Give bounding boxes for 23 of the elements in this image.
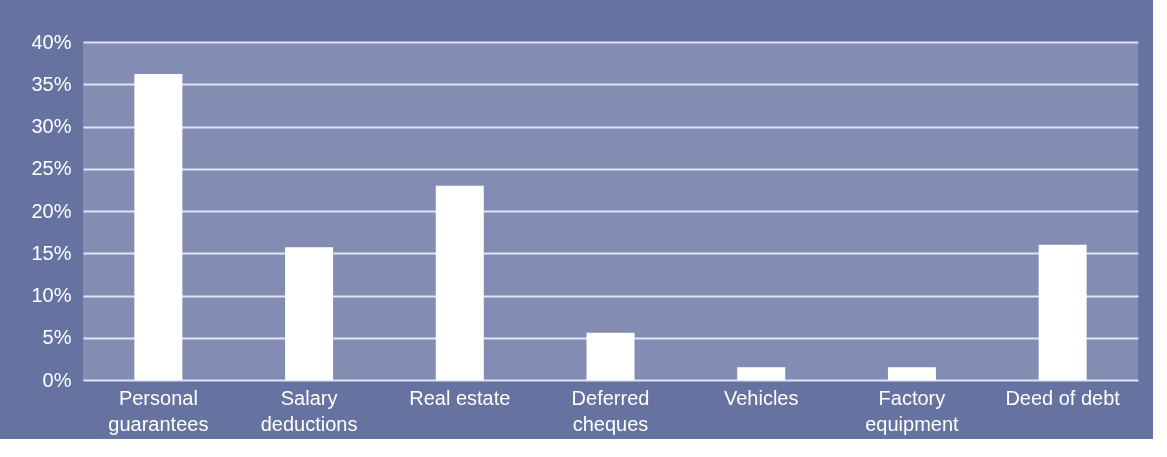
x-tick-label: Deed of debt xyxy=(1005,386,1121,409)
y-tick-label: 10% xyxy=(31,284,72,306)
x-tick-label: Real estate xyxy=(409,386,511,409)
bar xyxy=(737,367,786,380)
bar xyxy=(586,332,635,380)
x-tick-label: Factory equipment xyxy=(865,386,960,435)
x-tick-label: Personal guarantees xyxy=(108,386,209,435)
bar xyxy=(887,367,936,380)
bar xyxy=(1038,244,1087,380)
x-tick-label: Salary deductions xyxy=(260,386,358,435)
y-tick-label: 25% xyxy=(31,157,72,180)
y-tick-label: 5% xyxy=(42,326,72,349)
x-tick-label: Vehicles xyxy=(723,386,799,409)
y-tick-label: 40% xyxy=(31,30,72,53)
y-tick-label: 30% xyxy=(31,115,72,137)
y-tick-label: 20% xyxy=(31,199,72,222)
y-tick-label: 15% xyxy=(31,241,72,264)
x-tick-label: Deferred cheques xyxy=(571,386,650,435)
bar xyxy=(435,185,484,380)
bar xyxy=(285,247,334,380)
y-tick-label: 0% xyxy=(42,368,72,391)
y-tick-label: 35% xyxy=(31,72,72,95)
bar xyxy=(134,74,183,380)
